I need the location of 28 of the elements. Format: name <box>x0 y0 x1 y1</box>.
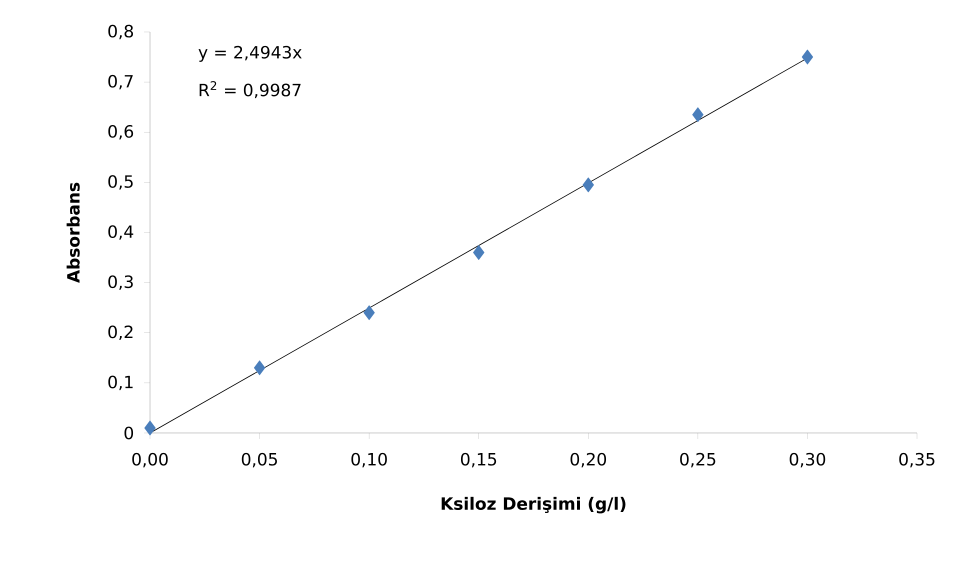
x-tick-label: 0,35 <box>899 452 934 468</box>
x-axis-title: Ksiloz Derişimi (g/l) <box>442 496 626 514</box>
y-tick-label: 0,3 <box>108 275 133 290</box>
y-tick-label: 0,7 <box>108 74 133 90</box>
point <box>582 177 594 192</box>
x-tick-label: 0,10 <box>351 452 387 468</box>
y-tick-label: 0,1 <box>108 376 133 390</box>
point <box>364 305 375 320</box>
y-tick-label: 0,5 <box>108 175 133 190</box>
x-tick-label: 0,00 <box>132 452 168 468</box>
annotation: R$^{2}$ = 0,9987 <box>200 81 301 98</box>
x-tick-label: 0,05 <box>242 452 277 468</box>
x-tick-label: 0,25 <box>680 452 716 468</box>
x-tick-label: 0,20 <box>570 452 606 468</box>
y-tick-label: 0,6 <box>108 124 134 140</box>
y-tick-label: 0,2 <box>108 325 132 340</box>
x-tick-label: 0,15 <box>460 452 496 468</box>
point <box>254 360 266 376</box>
y-tick-label: 0,8 <box>108 24 134 40</box>
point <box>473 245 484 260</box>
y-tick-label: 0 <box>124 426 134 440</box>
point <box>144 420 156 436</box>
point <box>802 50 814 64</box>
point <box>692 107 704 122</box>
y-tick-label: 0,4 <box>108 225 134 240</box>
annotation: y = 2,4943x <box>198 46 302 62</box>
x-tick-label: 0,30 <box>790 452 826 468</box>
y-axis-title: Absorbans <box>66 182 80 283</box>
